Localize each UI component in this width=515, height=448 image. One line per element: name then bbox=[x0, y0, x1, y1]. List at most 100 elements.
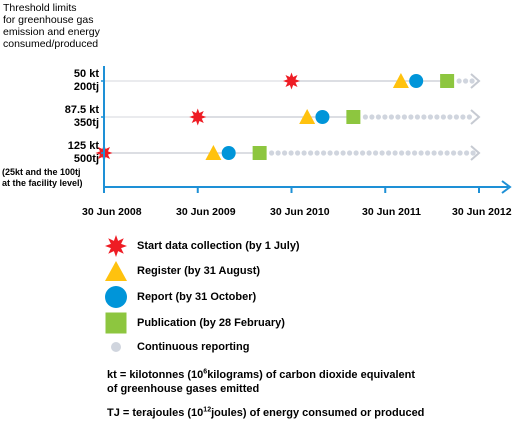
continuous-dot bbox=[362, 114, 368, 120]
continuous-dot bbox=[466, 114, 472, 120]
row-label-line: 125 kt bbox=[67, 140, 99, 152]
kt-definition: kt = kilotonnes (106kilograms) of carbon… bbox=[107, 368, 507, 396]
dot-icon bbox=[103, 335, 129, 359]
continuous-dot bbox=[470, 150, 476, 156]
kt-definition-line2: of greenhouse gases emitted bbox=[107, 383, 260, 395]
report-marker bbox=[409, 74, 424, 88]
continuous-dot bbox=[347, 150, 353, 156]
register-marker bbox=[392, 73, 409, 88]
register-marker bbox=[299, 109, 316, 124]
report-marker bbox=[221, 146, 236, 160]
legend-item-register: Register (by 31 August) bbox=[103, 259, 260, 283]
legend-item-continuous: Continuous reporting bbox=[103, 335, 249, 359]
continuous-dot bbox=[392, 150, 398, 156]
continuous-dot bbox=[469, 78, 475, 84]
continuous-dot bbox=[382, 114, 388, 120]
star-icon bbox=[103, 234, 129, 258]
publication-marker bbox=[346, 110, 361, 124]
report-marker bbox=[315, 110, 330, 124]
continuous-dot bbox=[431, 150, 437, 156]
legend-item-start: Start data collection (by 1 July) bbox=[103, 234, 300, 258]
kt-exponent: 6 bbox=[203, 368, 208, 376]
x-tick-label: 30 Jun 2012 bbox=[452, 206, 512, 218]
continuous-dot bbox=[353, 150, 359, 156]
publication-marker bbox=[252, 146, 267, 160]
row-label-line: 50 kt bbox=[73, 68, 99, 80]
legend-label: Publication (by 28 February) bbox=[137, 317, 285, 329]
continuous-dot bbox=[414, 114, 420, 120]
row-label-50kt: 50 kt 200tj bbox=[40, 68, 99, 94]
axis-layer bbox=[101, 66, 512, 194]
continuous-dot bbox=[427, 114, 433, 120]
timeline-chart bbox=[95, 66, 512, 194]
tj-definition: TJ = terajoules (1012joules) of energy c… bbox=[107, 406, 507, 420]
continuous-dot bbox=[282, 150, 288, 156]
continuous-dot bbox=[269, 150, 275, 156]
facility-note: (25kt and the 100tj at the facility leve… bbox=[2, 167, 107, 189]
row-label-125kt: 125 kt 500tj bbox=[40, 140, 99, 166]
continuous-dot bbox=[408, 114, 414, 120]
continuous-dot bbox=[327, 150, 333, 156]
facility-note-line: at the facility level) bbox=[2, 178, 83, 188]
continuous-dot bbox=[464, 150, 470, 156]
continuous-dot bbox=[421, 114, 427, 120]
tj-prefix: TJ = terajoules (10 bbox=[107, 407, 204, 419]
continuous-dot bbox=[425, 150, 431, 156]
continuous-dot bbox=[295, 150, 301, 156]
continuous-dot bbox=[447, 114, 453, 120]
row-label-line: 87.5 kt bbox=[64, 104, 99, 116]
header-line: Threshold limits bbox=[3, 2, 77, 14]
publication-marker bbox=[440, 74, 455, 88]
continuous-dot bbox=[301, 150, 307, 156]
continuous-dot bbox=[440, 114, 446, 120]
x-tick-label: 30 Jun 2008 bbox=[82, 206, 142, 218]
header-line: for greenhouse gas bbox=[3, 14, 94, 26]
continuous-dot bbox=[321, 150, 327, 156]
legend-item-publication: Publication (by 28 February) bbox=[103, 311, 285, 335]
continuous-dot bbox=[451, 150, 457, 156]
row-label-line: 200tj bbox=[73, 81, 99, 93]
legend-item-report: Report (by 31 October) bbox=[103, 285, 256, 309]
continuous-dot bbox=[334, 150, 340, 156]
legend-label: Report (by 31 October) bbox=[137, 291, 257, 303]
threshold-header: Threshold limits for greenhouse gas emis… bbox=[3, 2, 133, 50]
continuous-dot bbox=[314, 150, 320, 156]
start-marker bbox=[283, 72, 300, 90]
row-label-line: 500tj bbox=[73, 153, 99, 165]
arrow-head bbox=[470, 73, 481, 89]
continuous-dot bbox=[360, 150, 366, 156]
timeline-row bbox=[104, 72, 481, 90]
continuous-dot bbox=[399, 150, 405, 156]
continuous-dot bbox=[386, 150, 392, 156]
arrow-head bbox=[470, 145, 481, 161]
continuous-dot bbox=[444, 150, 450, 156]
square-icon bbox=[103, 311, 129, 335]
continuous-dot bbox=[401, 114, 407, 120]
continuous-dot bbox=[375, 114, 381, 120]
kt-suffix: kilograms) of carbon dioxide equivalent bbox=[207, 369, 416, 381]
register-marker bbox=[205, 145, 222, 160]
rows-layer bbox=[95, 72, 481, 162]
continuous-dot bbox=[308, 150, 314, 156]
row-label-line: 350tj bbox=[73, 117, 99, 129]
continuous-dot bbox=[456, 78, 462, 84]
continuous-dot bbox=[369, 114, 375, 120]
kt-definition-line1: kt = kilotonnes (106kilograms) of carbon… bbox=[107, 368, 507, 382]
start-marker bbox=[189, 108, 207, 126]
continuous-dot bbox=[379, 150, 385, 156]
arrow-head bbox=[470, 109, 481, 125]
circle-icon bbox=[103, 285, 129, 309]
continuous-dot bbox=[438, 150, 444, 156]
continuous-dot bbox=[373, 150, 379, 156]
x-tick-label: 30 Jun 2010 bbox=[270, 206, 330, 218]
continuous-dot bbox=[457, 150, 463, 156]
facility-note-line: (25kt and the 100tj bbox=[2, 167, 81, 177]
continuous-dot bbox=[288, 150, 294, 156]
kt-prefix: kt = kilotonnes (10 bbox=[107, 369, 204, 381]
row-label-87kt: 87.5 kt 350tj bbox=[40, 104, 99, 130]
timeline-row bbox=[95, 144, 481, 162]
continuous-dot bbox=[434, 114, 440, 120]
x-tick-label: 30 Jun 2011 bbox=[362, 206, 421, 218]
x-tick-label: 30 Jun 2009 bbox=[176, 206, 236, 218]
continuous-dot bbox=[463, 78, 469, 84]
